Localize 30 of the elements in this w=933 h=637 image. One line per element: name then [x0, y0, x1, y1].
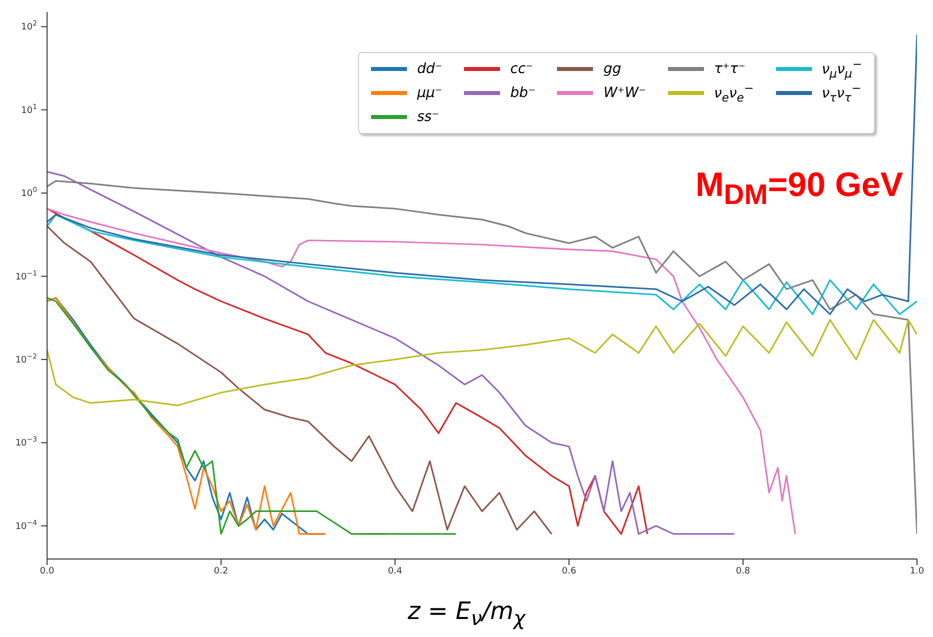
x-axis-title: z = E$_{ν}$/m$_{χ}$: [406, 597, 527, 630]
legend-label: bb⁻: [510, 85, 536, 101]
line-series: [47, 208, 648, 535]
y-tick-label: 10$^{−3}$: [15, 436, 38, 449]
y-tick-label: 10$^{−2}$: [15, 352, 38, 366]
line-series: [47, 297, 457, 535]
legend-label: cc⁻: [510, 61, 534, 77]
legend-label: gg: [603, 61, 622, 77]
legend-label: μμ⁻: [417, 85, 442, 101]
y-tick-label: 10$^{−4}$: [15, 518, 38, 532]
legend-label: dd⁻: [417, 61, 442, 77]
annotation: M$_{DM}$=90 GeV: [695, 166, 903, 212]
legend-label: τ⁺τ⁻: [714, 61, 746, 77]
x-tick-label: 0.8: [736, 566, 750, 576]
line-series: [47, 214, 917, 316]
y-tick-label: 10$^{2}$: [21, 20, 38, 33]
legend-label: W⁺W⁻: [603, 85, 646, 101]
y-tick-label: 10$^{0}$: [21, 186, 38, 200]
y-tick-label: 10$^{−1}$: [15, 269, 38, 282]
line-series: [47, 208, 796, 535]
line-series: [47, 225, 552, 535]
line-series: [47, 34, 917, 316]
x-tick-label: 0.0: [40, 566, 55, 576]
line-series: [47, 318, 917, 406]
x-tick-label: 0.4: [388, 566, 402, 576]
x-tick-label: 0.6: [562, 566, 576, 576]
x-tick-label: 1.0: [910, 566, 924, 576]
x-tick-label: 0.2: [214, 566, 228, 576]
y-tick-label: 10$^{1}$: [21, 102, 38, 116]
legend-label: ss⁻: [417, 109, 440, 125]
